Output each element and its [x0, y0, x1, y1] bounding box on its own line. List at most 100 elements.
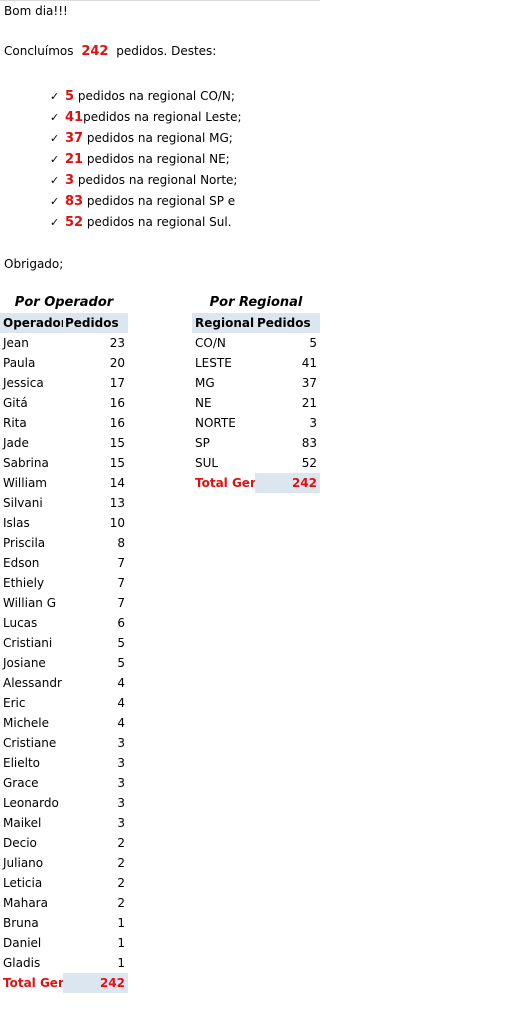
table-row: Jessica 17 — [0, 373, 128, 393]
cell-name: NE — [195, 396, 212, 410]
cell-name: Daniel — [3, 936, 42, 950]
check-icon: ✓ — [50, 174, 60, 187]
check-icon: ✓ — [50, 195, 60, 208]
table-row: Islas 10 — [0, 513, 128, 533]
cell-name: Ethiely — [3, 576, 45, 590]
cell-value: 2 — [117, 876, 125, 890]
table-row: Edson 7 — [0, 553, 128, 573]
table-row: William 14 — [0, 473, 128, 493]
bullet-count: 52 — [65, 215, 84, 230]
cell-value: 3 — [117, 776, 125, 790]
cell-name: Sabrina — [3, 456, 49, 470]
cell-value: 2 — [117, 896, 125, 910]
cell-name: MG — [195, 376, 215, 390]
table-row: SUL 52 — [192, 453, 320, 473]
cell-value: 15 — [109, 456, 125, 470]
operator-total-row: Total Gera 242 — [0, 973, 128, 993]
table-row: SP 83 — [192, 433, 320, 453]
bullet-text: pedidos na regional Leste; — [83, 110, 242, 124]
table-row: Ethiely 7 — [0, 573, 128, 593]
cell-name: Priscila — [3, 536, 46, 550]
table-row: NE 21 — [192, 393, 320, 413]
cell-value: 2 — [117, 856, 125, 870]
table-row: Bruna 1 — [0, 913, 128, 933]
cell-name: LESTE — [195, 356, 232, 370]
cell-value: 3 — [117, 816, 125, 830]
cell-value: 7 — [117, 556, 125, 570]
regional-bullet-list: ✓ 5 pedidos na regional CO/N; ✓ 41pedidos n… — [50, 86, 242, 233]
table-row: Paula 20 — [0, 353, 128, 373]
cell-name: Elielto — [3, 756, 41, 770]
table-row: Elielto 3 — [0, 753, 128, 773]
summary-total: 242 — [81, 44, 109, 59]
check-icon: ✓ — [50, 111, 60, 124]
total-value: 242 — [255, 473, 320, 493]
table-row: Leonardo 3 — [0, 793, 128, 813]
header-pedidos: Pedidos — [257, 316, 311, 330]
bullet-count: 5 — [65, 89, 75, 104]
table-row: Gitá 16 — [0, 393, 128, 413]
header-pedidos: Pedidos — [65, 316, 119, 330]
bullet-count: 3 — [65, 173, 75, 188]
table-row: Decio 2 — [0, 833, 128, 853]
cell-value: 3 — [117, 756, 125, 770]
cell-value: 16 — [109, 416, 125, 430]
cell-name: Jade — [3, 436, 29, 450]
cell-value: 17 — [109, 376, 125, 390]
cell-name: Silvani — [3, 496, 43, 510]
cell-name: Bruna — [3, 916, 39, 930]
cell-value: 8 — [117, 536, 125, 550]
table-row: Lucas 6 — [0, 613, 128, 633]
cell-value: 7 — [117, 596, 125, 610]
cell-name: Juliano — [3, 856, 44, 870]
bullet-item: ✓ 21 pedidos na regional NE; — [50, 149, 242, 170]
cell-name: Jean — [3, 336, 29, 350]
table-row: Cristiani 5 — [0, 633, 128, 653]
table-row: NORTE 3 — [192, 413, 320, 433]
closing: Obrigado; — [4, 257, 64, 271]
table-row: Jade 15 — [0, 433, 128, 453]
cell-name: Gitá — [3, 396, 28, 410]
bullet-text: pedidos na regional Norte; — [74, 173, 238, 187]
table-row: Silvani 13 — [0, 493, 128, 513]
top-divider — [0, 0, 320, 1]
cell-name: Leticia — [3, 876, 43, 890]
bullet-count: 21 — [65, 152, 84, 167]
cell-value: 14 — [109, 476, 125, 490]
table-row: Mahara 2 — [0, 893, 128, 913]
total-label: Total Gera — [0, 973, 63, 993]
bullet-text: pedidos na regional NE; — [83, 152, 230, 166]
total-label: Total Gera — [192, 473, 255, 493]
regional-table-header: Regional Pedidos — [192, 313, 320, 333]
header-operator: Operador — [3, 316, 63, 330]
table-row: Alessandr 4 — [0, 673, 128, 693]
regional-table-title: Por Regional — [209, 295, 303, 310]
cell-value: 1 — [117, 916, 125, 930]
cell-name: Maikel — [3, 816, 42, 830]
table-row: LESTE 41 — [192, 353, 320, 373]
cell-name: Cristiani — [3, 636, 53, 650]
bullet-text: pedidos na regional CO/N; — [74, 89, 235, 103]
cell-name: Josiane — [3, 656, 46, 670]
cell-value: 1 — [117, 956, 125, 970]
cell-name: Cristiane — [3, 736, 57, 750]
cell-value: 13 — [109, 496, 125, 510]
bullet-count: 37 — [65, 131, 84, 146]
table-row: CO/N 5 — [192, 333, 320, 353]
cell-value: 83 — [301, 436, 317, 450]
table-row: Jean 23 — [0, 333, 128, 353]
bullet-item: ✓ 52 pedidos na regional Sul. — [50, 212, 242, 233]
cell-name: Paula — [3, 356, 36, 370]
bullet-text: pedidos na regional Sul. — [83, 215, 232, 229]
cell-value: 3 — [309, 416, 317, 430]
table-row: Eric 4 — [0, 693, 128, 713]
table-row: Rita 16 — [0, 413, 128, 433]
summary-line: Concluímos 242 pedidos. Destes: — [4, 41, 216, 62]
cell-value: 3 — [117, 796, 125, 810]
bullet-item: ✓ 3 pedidos na regional Norte; — [50, 170, 242, 191]
cell-value: 16 — [109, 396, 125, 410]
bullet-item: ✓ 37 pedidos na regional MG; — [50, 128, 242, 149]
cell-name: NORTE — [195, 416, 236, 430]
table-row: MG 37 — [192, 373, 320, 393]
cell-name: Mahara — [3, 896, 48, 910]
